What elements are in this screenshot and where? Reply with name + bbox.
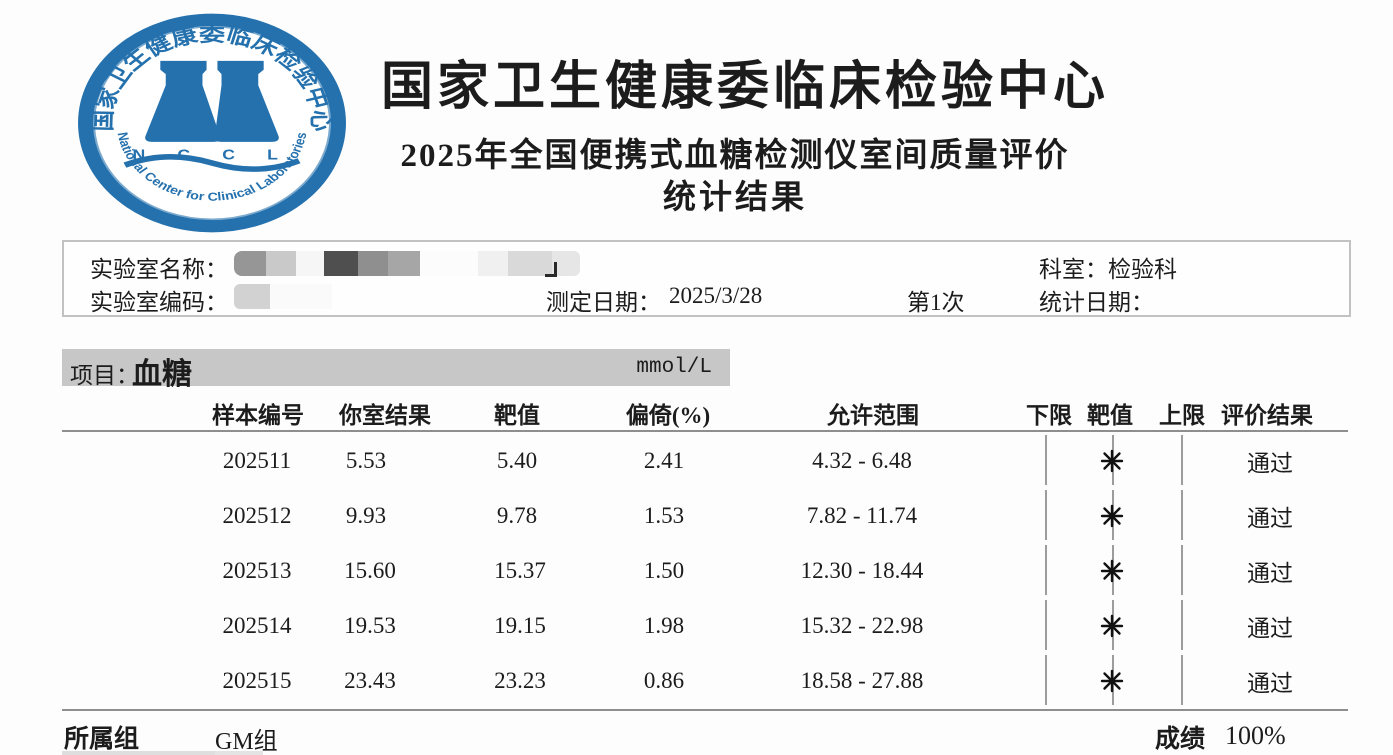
range-cell: 15.32 - 22.98	[800, 612, 924, 638]
upper-limit-line	[1181, 435, 1183, 485]
target-cell: 19.15	[494, 612, 546, 638]
target-cell: 23.23	[494, 667, 546, 693]
sample-id-cell: 202515	[222, 667, 292, 693]
project-name: 血糖	[132, 358, 192, 391]
table-bottom-rule	[62, 709, 1348, 711]
sample-id-cell: 202511	[222, 447, 292, 473]
report-subtitle-2: 统计结果	[663, 180, 807, 216]
cutoff-text-fragment	[215, 751, 263, 755]
lab-result-cell: 19.53	[344, 612, 396, 638]
result-marker-icon	[1100, 449, 1124, 472]
result-marker-icon	[1100, 504, 1124, 527]
col-header-upper-limit: 上限	[1159, 403, 1205, 428]
upper-limit-line	[1181, 655, 1183, 705]
table-row: 202514 19.53 19.15 1.98 15.32 - 22.98 通过	[0, 598, 1393, 653]
lower-limit-line	[1045, 545, 1047, 595]
round-number: 第1次	[907, 290, 965, 315]
group-value: GM组	[215, 729, 278, 755]
table-row: 202513 15.60 15.37 1.50 12.30 - 18.44 通过	[0, 543, 1393, 598]
score-label: 成绩	[1155, 725, 1206, 753]
col-header-lab-result: 你室结果	[339, 403, 431, 428]
stat-date-label: 统计日期：	[1039, 290, 1154, 315]
col-header-sample-id: 样本编号	[212, 403, 304, 428]
score-value: 100%	[1225, 721, 1286, 750]
redaction-lab-code	[234, 284, 332, 309]
range-cell: 18.58 - 27.88	[800, 667, 924, 693]
result-marker-icon	[1100, 614, 1124, 637]
evaluation-cell: 通过	[1247, 670, 1293, 696]
upper-limit-line	[1181, 600, 1183, 650]
table-row: 202515 23.43 23.23 0.86 18.58 - 27.88 通过	[0, 653, 1393, 708]
table-row: 202511 5.53 5.40 2.41 4.32 - 6.48 通过	[0, 433, 1393, 488]
lower-limit-line	[1045, 490, 1047, 540]
project-unit: mmol/L	[636, 356, 712, 379]
redaction-hook	[545, 262, 557, 277]
target-cell: 15.37	[494, 557, 546, 583]
col-header-allowed-range: 允许范围	[827, 403, 919, 428]
lab-name-label: 实验室名称：	[90, 257, 228, 282]
dept-value: 检验科	[1108, 257, 1177, 282]
upper-limit-line	[1181, 545, 1183, 595]
evaluation-cell: 通过	[1247, 450, 1293, 476]
wave-icon	[123, 154, 301, 172]
project-bar: 项目： 血糖 mmol/L	[62, 349, 730, 391]
range-cell: 7.82 - 11.74	[806, 502, 918, 528]
lower-limit-line	[1045, 435, 1047, 485]
dept-label: 科室：	[1039, 257, 1108, 282]
range-cell: 12.30 - 18.44	[800, 557, 924, 583]
col-header-target-line: 靶值	[1087, 403, 1133, 428]
col-header-bias: 偏倚(%)	[625, 403, 711, 428]
evaluation-cell: 通过	[1247, 560, 1293, 586]
evaluation-cell: 通过	[1247, 615, 1293, 641]
lower-limit-line	[1045, 655, 1047, 705]
lower-limit-line	[1045, 600, 1047, 650]
lab-result-cell: 15.60	[344, 557, 396, 583]
bias-cell: 2.41	[643, 447, 685, 473]
target-cell: 9.78	[496, 502, 538, 528]
bias-cell: 1.53	[643, 502, 685, 528]
col-header-lower-limit: 下限	[1026, 403, 1072, 428]
lab-code-label: 实验室编码：	[90, 290, 228, 315]
range-cell: 4.32 - 6.48	[812, 447, 912, 473]
upper-limit-line	[1181, 490, 1183, 540]
redaction-lab-name	[234, 251, 580, 276]
bias-cell: 1.98	[643, 612, 685, 638]
lab-result-cell: 9.93	[345, 502, 387, 528]
bias-cell: 0.86	[643, 667, 685, 693]
lab-result-cell: 5.53	[345, 447, 387, 473]
dept-line: 科室：检验科	[1039, 250, 1177, 284]
sample-id-cell: 202513	[222, 557, 292, 583]
sample-id-cell: 202512	[222, 502, 292, 528]
project-label: 项目：	[70, 363, 139, 388]
sample-id-cell: 202514	[222, 612, 292, 638]
evaluation-cell: 通过	[1247, 505, 1293, 531]
bias-cell: 1.50	[643, 557, 685, 583]
report-subtitle: 2025年全国便携式血糖检测仪室间质量评价	[400, 138, 1070, 174]
result-marker-icon	[1100, 559, 1124, 582]
test-date-value: 2025/3/28	[669, 283, 763, 308]
col-header-target: 靶值	[494, 403, 540, 428]
target-cell: 5.40	[496, 447, 538, 473]
group-label: 所属组	[64, 725, 140, 753]
col-header-evaluation: 评价结果	[1221, 403, 1313, 428]
result-marker-icon	[1100, 669, 1124, 692]
lab-result-cell: 23.43	[344, 667, 396, 693]
table-row: 202512 9.93 9.78 1.53 7.82 - 11.74 通过	[0, 488, 1393, 543]
nccl-logo-icon: 国家卫生健康委临床检验中心 National Center for Clinic…	[78, 13, 346, 233]
cutoff-text-fragment	[62, 751, 222, 755]
logo-letters: N C C L	[132, 147, 291, 163]
flasks-icon	[145, 60, 279, 142]
table-header-rule	[62, 430, 1348, 432]
org-title: 国家卫生健康委临床检验中心	[380, 59, 1110, 116]
lab-info-box: 实验室名称： 科室：检验科 实验室编码： 测定日期： 2025/3/28 第1次…	[62, 240, 1351, 317]
test-date-label: 测定日期：	[546, 290, 661, 315]
